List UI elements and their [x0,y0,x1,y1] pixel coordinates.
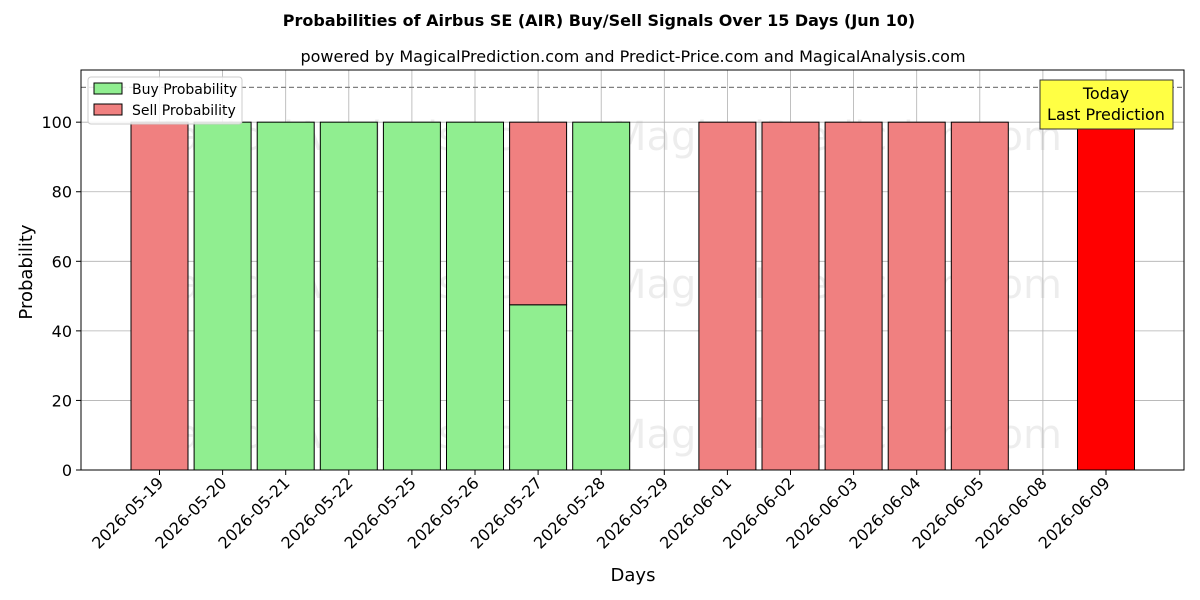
annotation-line-1: Today [1082,84,1129,103]
bar-sell [761,121,820,471]
x-axis-label: Days [611,565,656,586]
y-axis-label: Probability [16,224,37,319]
chart-subtitle: powered by MagicalPrediction.com and Pre… [300,47,965,66]
legend-sell-label: Sell Probability [132,103,236,119]
bar-sell [130,121,189,471]
bar-sell [824,121,883,471]
bar-sell [1077,121,1135,471]
y-tick-label: 0 [62,461,72,480]
plot-frame [80,69,1185,471]
y-tick-label: 100 [41,113,72,132]
bar-buy [256,121,315,471]
bar-sell [887,121,946,471]
bar-buy [319,121,378,471]
today-annotation: Today Last Prediction [1039,79,1174,130]
legend-buy-label: Buy Probability [132,82,237,98]
annotation-box [1039,79,1174,130]
bar-sell [509,121,568,306]
y-tick-label: 60 [52,252,72,271]
bar-buy [193,121,252,471]
x-axis: 2026-05-192026-05-202026-05-212026-05-22… [88,470,1114,553]
chart-title: Probabilities of Airbus SE (AIR) Buy/Sel… [283,11,915,30]
bars [130,121,1135,471]
bar-buy [446,121,504,471]
bar-sell [698,121,757,471]
bar-buy [382,121,441,471]
y-tick-label: 80 [52,183,72,202]
y-axis: 0 20 40 60 80 100 [41,113,81,480]
legend-frame [87,76,243,125]
bar-buy [509,304,568,471]
bar-sell [950,121,1009,471]
legend-buy-swatch [93,82,123,95]
annotation-line-2: Last Prediction [1047,105,1165,124]
legend: Buy Probability Sell Probability [87,76,243,125]
y-tick-label: 20 [52,391,72,410]
y-tick-label: 40 [52,322,72,341]
legend-sell-swatch [93,103,123,116]
bar-buy [572,121,631,471]
